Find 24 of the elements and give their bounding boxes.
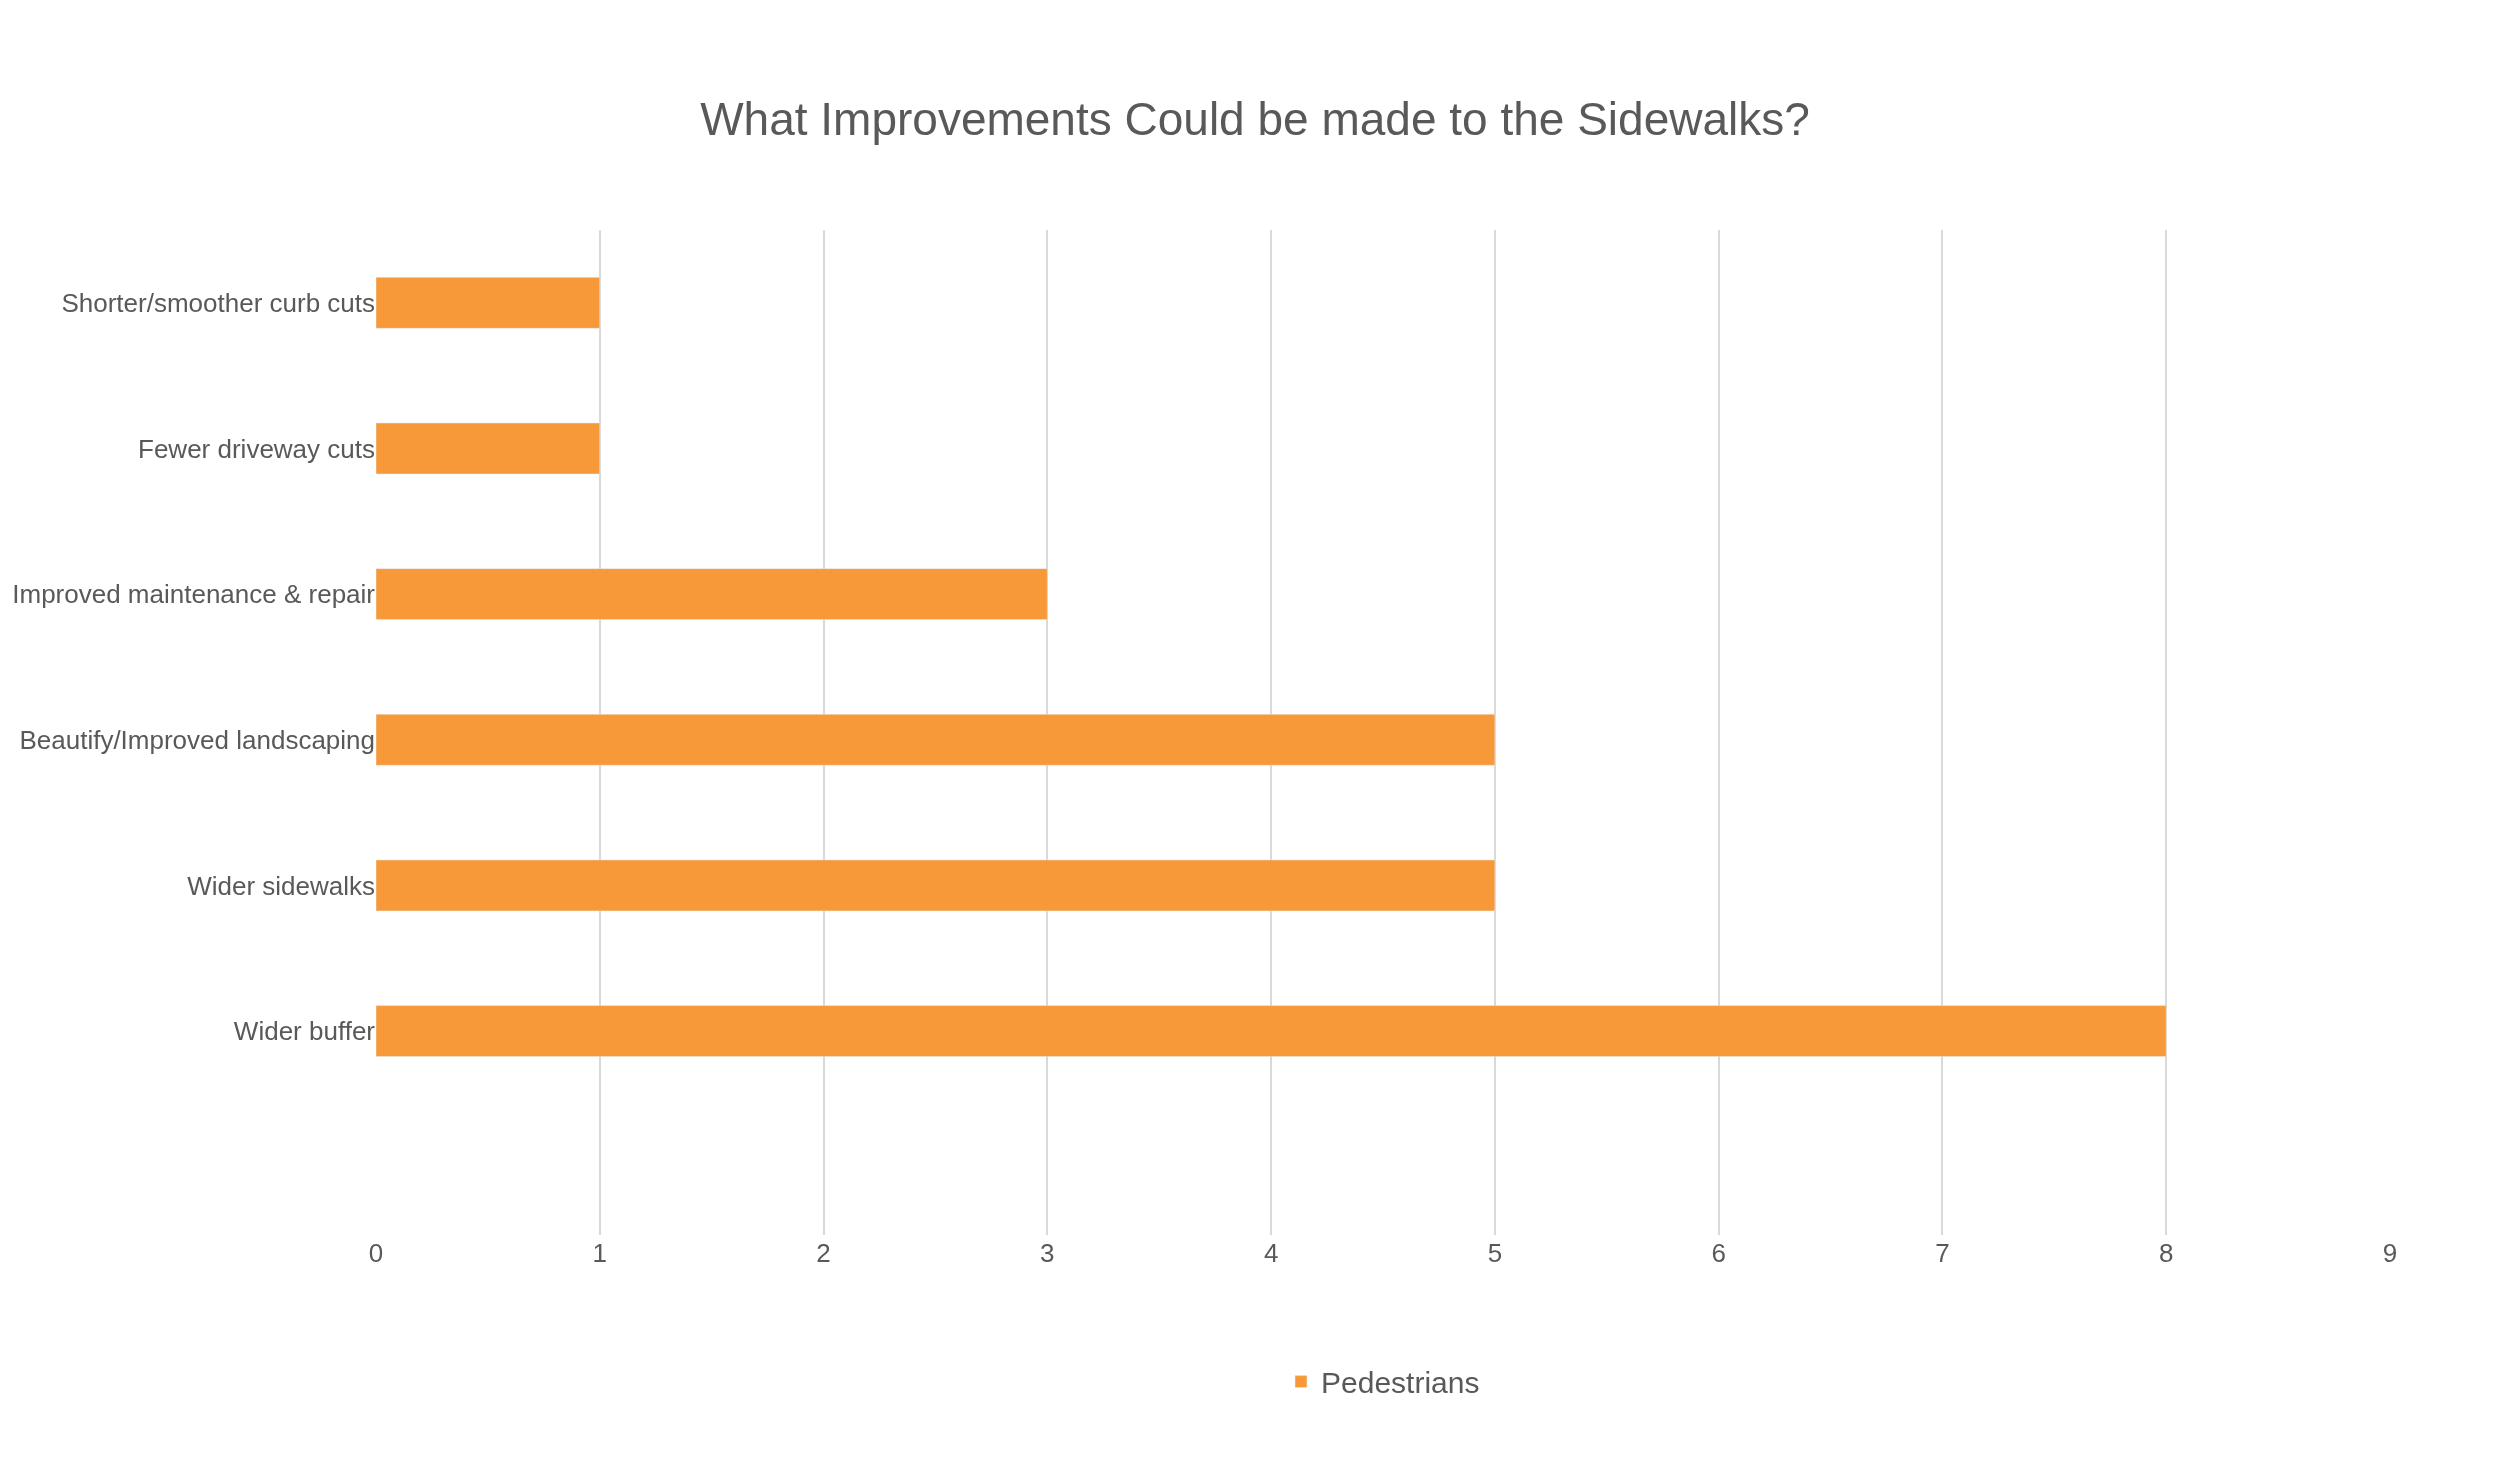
- x-tick-label: 4: [1263, 1238, 1279, 1268]
- y-tick-label: Wider buffer: [233, 1016, 376, 1047]
- x-tick-label: 7: [1935, 1238, 1950, 1268]
- x-tick-label: 9: [2382, 1238, 2398, 1268]
- x-tick-label: 3: [1040, 1238, 1055, 1268]
- legend-label: Pedestrians: [1321, 1366, 1480, 1400]
- bar: [376, 568, 1048, 620]
- x-tick-label: 8: [2158, 1238, 2174, 1268]
- x-tick-label: 6: [1711, 1238, 1726, 1268]
- y-tick-label: Improved maintenance & repair: [12, 579, 376, 610]
- y-tick-label: Wider sidewalks: [187, 870, 375, 901]
- bar: [376, 714, 1496, 766]
- x-tick-label: 2: [816, 1238, 831, 1268]
- y-tick-label: Shorter/smoother curb cuts: [61, 287, 375, 318]
- y-tick-label: Beautify/Improved landscaping: [19, 724, 375, 755]
- x-tick-label: 1: [592, 1238, 608, 1268]
- bar: [376, 859, 1496, 912]
- chart-title: What Improvements Could be made to the Sidewalks?: [700, 92, 1810, 145]
- x-tick-label: 0: [368, 1238, 384, 1268]
- x-tick-label: 5: [1487, 1238, 1503, 1268]
- bar: [376, 277, 601, 329]
- y-tick-label: Fewer driveway cuts: [138, 433, 375, 464]
- bar: [376, 1005, 2167, 1057]
- bar: [376, 422, 601, 475]
